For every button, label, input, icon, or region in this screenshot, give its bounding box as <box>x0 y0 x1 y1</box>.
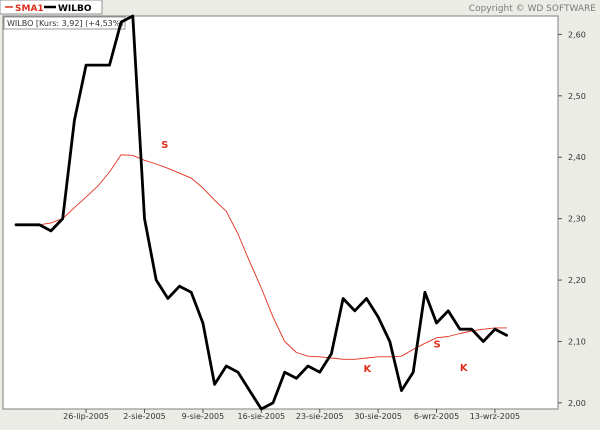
sma1-line <box>38 154 508 360</box>
x-tick-label: 30-sie-2005 <box>354 412 402 421</box>
plot-area <box>2 15 559 410</box>
x-tick-label: 6-wrz-2005 <box>414 412 459 421</box>
subtitle-box <box>3 16 126 30</box>
legend-wilbo-label: WILBO <box>58 4 92 14</box>
signal-marker-k: K <box>460 363 469 374</box>
x-tick-label: 16-sie-2005 <box>238 412 286 421</box>
copyright-text: Copyright © WD SOFTWARE <box>469 4 597 14</box>
y-tick-label: 2,50 <box>568 92 586 101</box>
x-tick-label: 13-wrz-2005 <box>470 412 520 421</box>
y-tick-label: 2,20 <box>568 276 586 285</box>
y-tick-label: 2,30 <box>568 215 586 224</box>
x-tick-label: 2-sie-2005 <box>123 412 166 421</box>
signal-marker-s: S <box>161 140 168 151</box>
y-tick-label: 2,10 <box>568 337 586 346</box>
x-axis: 26-lip-2005 2-sie-2005 9-sie-2005 16-sie-20… <box>63 409 520 421</box>
chart-subtitle: WILBO [Kurs: 3,92] (+4,53%) <box>7 19 123 28</box>
y-tick-label: 2,40 <box>568 153 586 162</box>
signal-marker-s: S <box>434 340 441 351</box>
legend-sma-label: SMA1 <box>15 4 44 14</box>
x-tick-label: 26-lip-2005 <box>63 412 109 421</box>
series-layer <box>14 14 508 411</box>
y-tick-label: 2,60 <box>568 30 586 39</box>
y-axis: 2,00 2,10 2,20 2,30 2,40 2,50 2,60 <box>558 30 586 408</box>
x-tick-label: 23-sie-2005 <box>296 412 344 421</box>
x-tick-label: 9-sie-2005 <box>182 412 225 421</box>
wilbo-price-line <box>14 14 508 411</box>
signal-marker-k: K <box>363 364 372 375</box>
signal-layer: S K S K <box>161 140 469 375</box>
y-tick-label: 2,00 <box>568 399 586 408</box>
